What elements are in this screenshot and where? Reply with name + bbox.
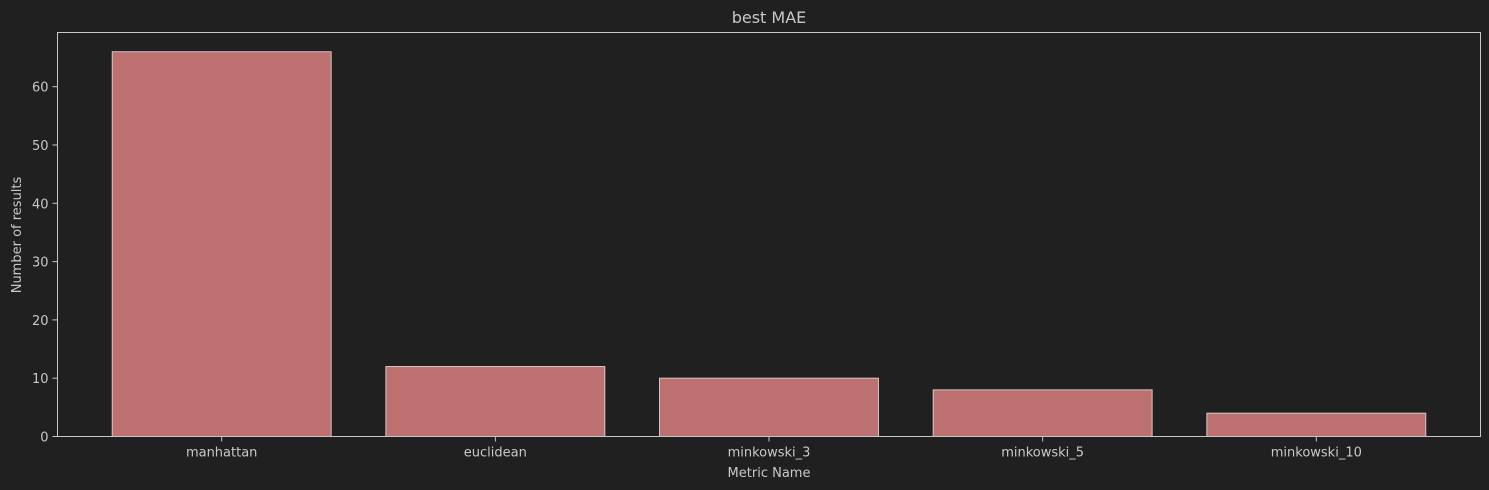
x-tick-label-minkowski-3: minkowski_3 [728,446,811,461]
y-tick-label: 40 [32,197,49,212]
y-tick-label: 60 [32,81,49,96]
x-tick-label-manhattan: manhattan [186,446,257,461]
bar-group [111,51,1427,438]
x-axis-label: Metric Name [728,466,811,481]
bar-manhattan [111,51,332,437]
y-tick-label: 30 [32,256,49,271]
bar-euclidean [385,366,606,438]
y-axis-ticks: 0 10 20 30 40 50 60 [32,81,58,446]
x-tick-label-minkowski-5: minkowski_5 [1001,446,1084,461]
y-tick-label: 0 [40,431,48,446]
x-tick-label-minkowski-10: minkowski_10 [1271,446,1362,461]
y-tick-label: 50 [32,139,49,154]
bar-minkowski-10 [1206,412,1427,437]
chart-title: best MAE [732,8,807,27]
x-axis-ticks: manhattan euclidean minkowski_3 minkowski_5… [186,436,1362,461]
bar-minkowski-3 [659,377,879,437]
x-tick-label-euclidean: euclidean [464,446,527,461]
y-tick-label: 10 [32,372,49,387]
y-axis-label: Number of results [10,176,25,293]
y-tick-label: 20 [32,314,49,329]
bar-minkowski-5 [932,389,1153,437]
